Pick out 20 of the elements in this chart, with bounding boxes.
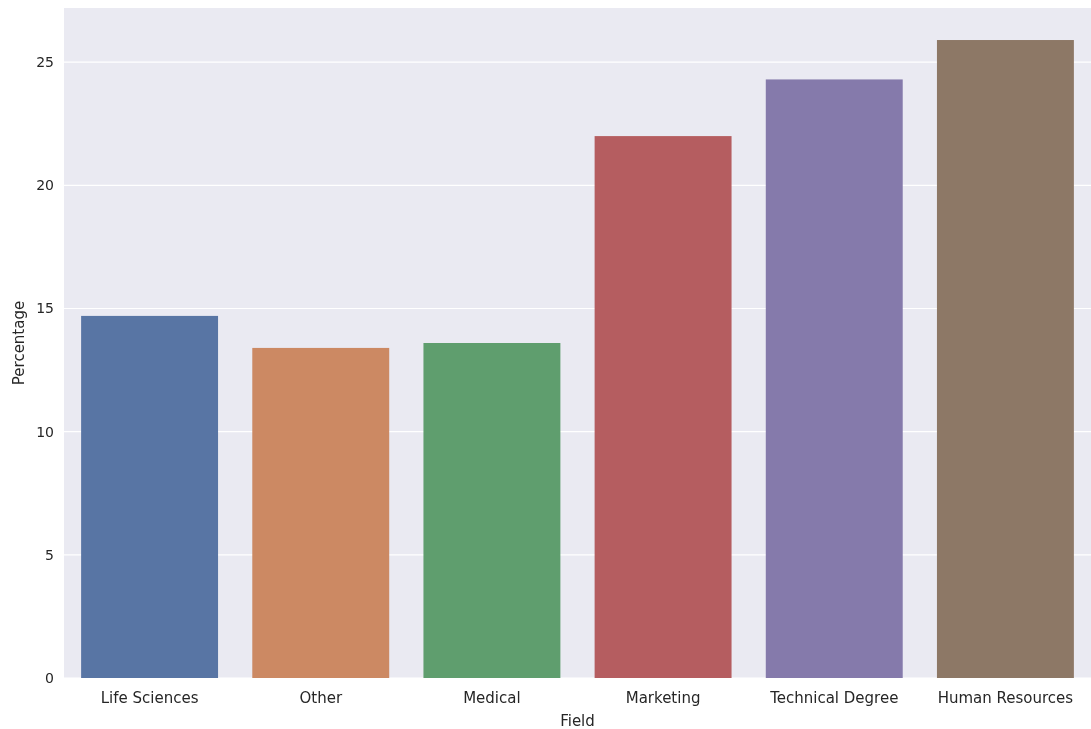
bar xyxy=(252,347,390,678)
y-tick-label: 5 xyxy=(45,546,54,563)
x-axis-title: Field xyxy=(560,712,595,729)
x-tick-label: Life Sciences xyxy=(100,689,199,707)
y-tick-label: 15 xyxy=(36,300,54,317)
bar xyxy=(423,343,561,678)
bar xyxy=(81,315,219,678)
y-tick-label: 0 xyxy=(45,669,54,686)
y-tick-label: 25 xyxy=(36,54,54,71)
x-tick-label: Other xyxy=(299,689,343,707)
x-tick-label: Technical Degree xyxy=(769,689,899,707)
bar xyxy=(765,79,903,678)
bar xyxy=(594,136,732,678)
y-axis-title: Percentage xyxy=(10,300,28,386)
y-tick-label: 10 xyxy=(36,423,54,440)
bar xyxy=(936,40,1074,678)
x-tick-label: Human Resources xyxy=(937,689,1074,707)
y-tick-label: 20 xyxy=(36,177,54,194)
x-tick-label: Marketing xyxy=(625,689,701,707)
x-tick-label: Medical xyxy=(463,689,521,707)
